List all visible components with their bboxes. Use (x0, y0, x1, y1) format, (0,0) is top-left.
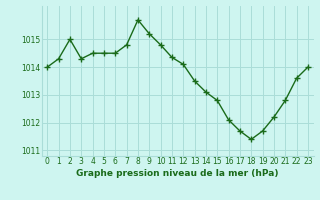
X-axis label: Graphe pression niveau de la mer (hPa): Graphe pression niveau de la mer (hPa) (76, 169, 279, 178)
